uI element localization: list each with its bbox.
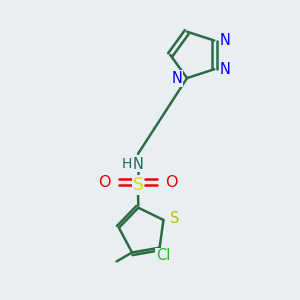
- Text: S: S: [170, 211, 179, 226]
- Text: S: S: [133, 176, 143, 194]
- Text: N: N: [133, 157, 143, 172]
- Text: N: N: [220, 33, 230, 48]
- Text: H: H: [122, 157, 132, 171]
- Text: N: N: [220, 62, 230, 77]
- Text: O: O: [98, 175, 111, 190]
- Text: Cl: Cl: [156, 248, 170, 263]
- Text: O: O: [165, 175, 178, 190]
- Text: N: N: [172, 71, 183, 86]
